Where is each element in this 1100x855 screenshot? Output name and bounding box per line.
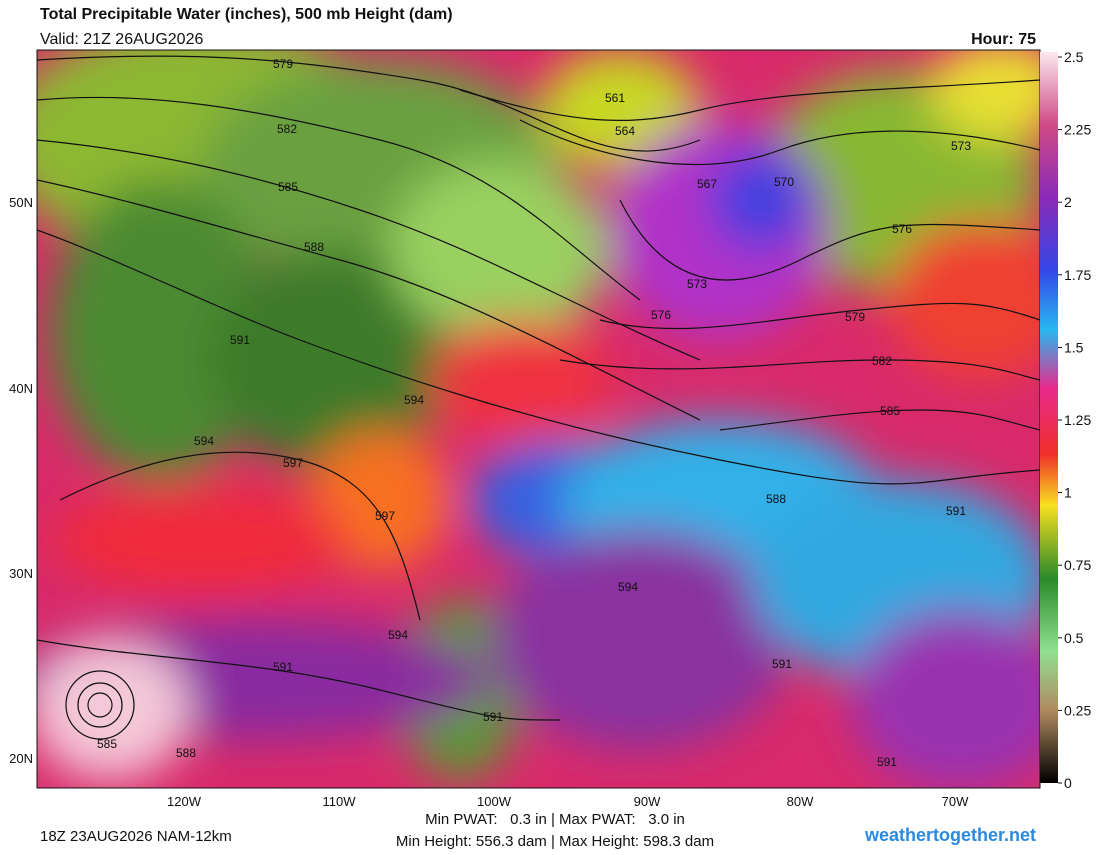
- contour-label: 573: [951, 139, 971, 153]
- model-run: 18Z 23AUG2026 NAM-12km: [40, 828, 232, 845]
- lon-label: 110W: [323, 794, 357, 809]
- contour-label: 573: [687, 277, 707, 291]
- contour-label: 561: [605, 91, 625, 105]
- lon-label: 70W: [942, 794, 969, 809]
- contour-label: 588: [304, 240, 324, 254]
- height-range: Min Height: 556.3 dam | Max Height: 598.…: [396, 833, 714, 850]
- contour-label: 579: [845, 310, 865, 324]
- colorbar-label: 2.25: [1064, 122, 1091, 138]
- lon-label: 120W: [167, 794, 202, 809]
- lat-label: 30N: [9, 566, 33, 581]
- contour-label: 570: [774, 175, 794, 189]
- pwat-field: [37, 50, 1040, 788]
- lon-label: 80W: [787, 794, 814, 809]
- contour-label: 588: [176, 746, 196, 760]
- colorbar-label: 2.5: [1064, 49, 1084, 65]
- contour-label: 591: [946, 504, 966, 518]
- contour-label: 594: [194, 434, 214, 448]
- colorbar-label: 1.25: [1064, 412, 1091, 428]
- colorbar-label: 2: [1064, 194, 1072, 210]
- lon-label: 100W: [477, 794, 512, 809]
- colorbar-label: 0.25: [1064, 702, 1091, 718]
- contour-label: 576: [651, 308, 671, 322]
- height-contours: [37, 55, 1040, 740]
- contour-label: 591: [273, 660, 293, 674]
- contour-label: 564: [615, 124, 635, 138]
- lat-label: 50N: [9, 195, 33, 210]
- contour-label: 594: [404, 393, 424, 407]
- contour-label: 585: [880, 404, 900, 418]
- contour-label: 576: [892, 222, 912, 236]
- lat-label: 40N: [9, 381, 33, 396]
- colorbar-label: 0.5: [1064, 630, 1084, 646]
- colorbar: [1040, 52, 1058, 783]
- contour-label: 597: [283, 456, 303, 470]
- colorbar-label: 1.75: [1064, 267, 1091, 283]
- site-link[interactable]: weathertogether.net: [864, 825, 1036, 845]
- contour-label: 591: [483, 710, 503, 724]
- lon-label: 90W: [634, 794, 661, 809]
- contour-label: 585: [278, 180, 298, 194]
- contour-label: 585: [97, 737, 117, 751]
- contour-label: 591: [230, 333, 250, 347]
- contour-label: 582: [277, 122, 297, 136]
- contour-label: 567: [697, 177, 717, 191]
- pwat-range: Min PWAT: 0.3 in | Max PWAT: 3.0 in: [425, 811, 685, 828]
- contour-label: 588: [766, 492, 786, 506]
- contour-label: 594: [618, 580, 638, 594]
- contour-label: 591: [877, 755, 897, 769]
- contour-label: 582: [872, 354, 892, 368]
- forecast-hour: Hour: 75: [971, 31, 1036, 48]
- contour-label: 594: [388, 628, 408, 642]
- colorbar-label: 1.5: [1064, 339, 1084, 355]
- contour-label: 591: [772, 657, 792, 671]
- contour-label: 597: [375, 509, 395, 523]
- colorbar-label: 1: [1064, 485, 1072, 501]
- contour-label: 579: [273, 57, 293, 71]
- colorbar-label: 0.75: [1064, 557, 1091, 573]
- colorbar-label: 0: [1064, 775, 1072, 791]
- valid-time: Valid: 21Z 26AUG2026: [40, 31, 203, 48]
- lat-label: 20N: [9, 751, 33, 766]
- title: Total Precipitable Water (inches), 500 m…: [40, 6, 453, 23]
